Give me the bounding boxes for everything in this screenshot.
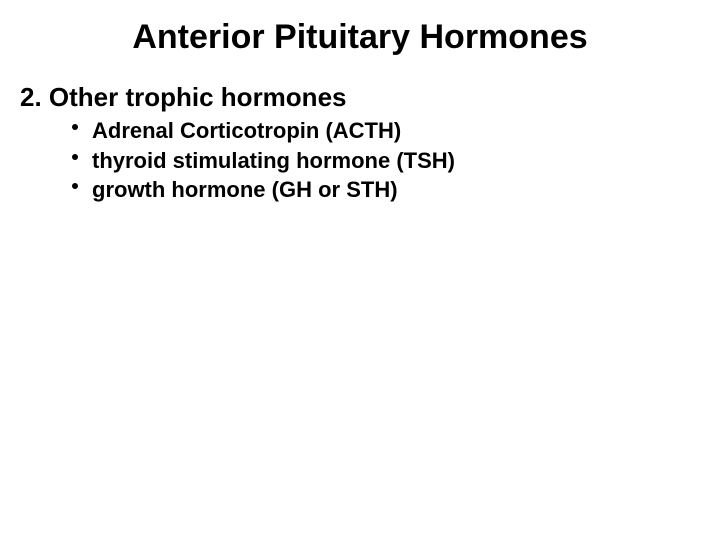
section-heading: 2. Other trophic hormones (20, 82, 347, 113)
slide-title: Anterior Pituitary Hormones (0, 18, 720, 57)
slide: Anterior Pituitary Hormones 2. Other tro… (0, 0, 720, 540)
bullet-text: Adrenal Corticotropin (ACTH) (92, 116, 401, 146)
bullet-icon (72, 154, 78, 160)
bullet-icon (72, 183, 78, 189)
bullet-list: Adrenal Corticotropin (ACTH) thyroid sti… (72, 116, 455, 205)
bullet-icon (72, 124, 78, 130)
list-item: thyroid stimulating hormone (TSH) (72, 146, 455, 176)
list-item: Adrenal Corticotropin (ACTH) (72, 116, 455, 146)
list-item: growth hormone (GH or STH) (72, 175, 455, 205)
bullet-text: growth hormone (GH or STH) (92, 175, 398, 205)
bullet-text: thyroid stimulating hormone (TSH) (92, 146, 455, 176)
